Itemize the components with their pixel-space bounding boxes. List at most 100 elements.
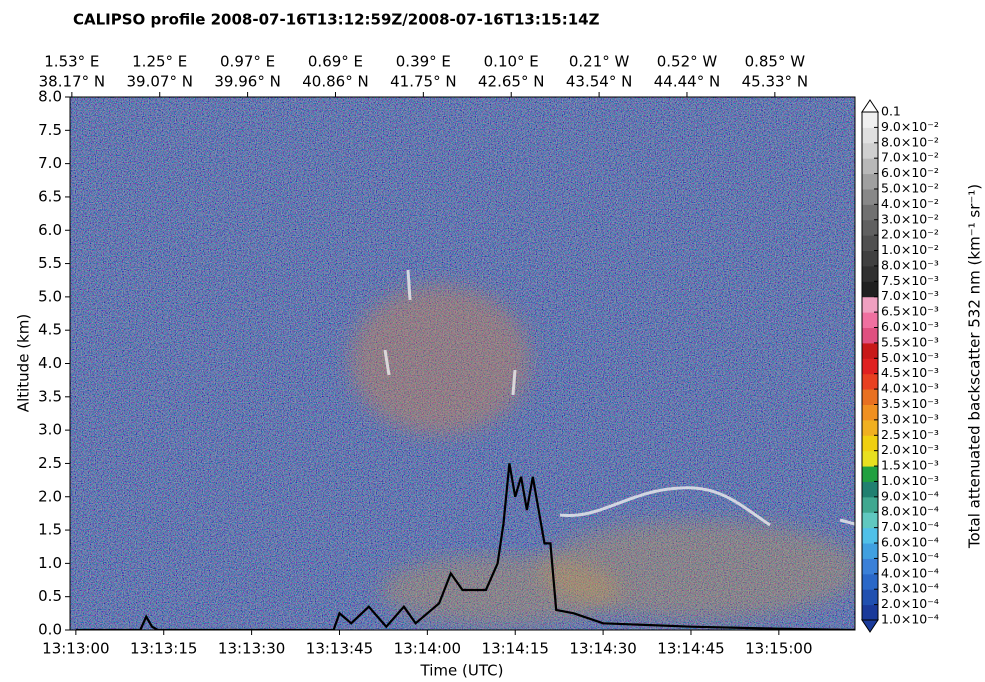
colorbar-segment (862, 281, 878, 298)
x-tick-label: 13:13:45 (306, 640, 373, 658)
colorbar-tick-label: 3.0×10⁻² (881, 211, 939, 226)
colorbar-segment (862, 419, 878, 436)
top-lon-label: 1.53° E (44, 53, 99, 71)
colorbar-segment (862, 481, 878, 498)
colorbar-segment (862, 543, 878, 559)
colorbar-tick-label: 8.0×10⁻⁴ (881, 504, 939, 519)
colorbar-tick-label: 4.0×10⁻³ (881, 381, 939, 396)
colorbar-tick-label: 9.0×10⁻⁴ (881, 488, 939, 503)
colorbar-segment (862, 342, 878, 359)
y-tick-label: 5.5 (38, 254, 62, 272)
colorbar-tick-label: 6.5×10⁻³ (881, 304, 939, 319)
colorbar-segment (862, 358, 878, 375)
colorbar-label: Total attenuated backscatter 532 nm (km⁻… (966, 184, 984, 549)
colorbar-segment (862, 158, 878, 175)
x-tick-label: 13:13:30 (218, 640, 285, 658)
colorbar-tick-label: 0.1 (881, 104, 901, 119)
colorbar-segment (862, 466, 878, 482)
colorbar-segment (862, 127, 878, 144)
y-tick-label: 4.0 (38, 354, 62, 372)
colorbar-segment (862, 589, 878, 606)
top-lat-label: 41.75° N (390, 73, 456, 91)
y-tick-label: 3.5 (38, 387, 62, 405)
chart-title: CALIPSO profile 2008-07-16T13:12:59Z/200… (73, 11, 600, 29)
top-lat-label: 45.33° N (742, 73, 808, 91)
top-lon-label: 0.69° E (308, 53, 363, 71)
colorbar-tick-label: 4.0×10⁻⁴ (881, 565, 939, 580)
top-lat-label: 38.17° N (39, 73, 105, 91)
colorbar-tick-label: 9.0×10⁻² (881, 119, 939, 134)
y-tick-label: 1.5 (38, 521, 62, 539)
top-lat-label: 39.07° N (127, 73, 193, 91)
colorbar-tick-label: 5.5×10⁻³ (881, 334, 939, 349)
colorbar-extend-high (861, 99, 879, 113)
colorbar-segment (862, 265, 878, 282)
colorbar-segment (862, 573, 878, 590)
y-tick-label: 7.0 (38, 154, 62, 172)
colorbar-segment (862, 604, 878, 621)
colorbar-tick-label: 6.0×10⁻² (881, 165, 939, 180)
top-lon-label: 0.39° E (396, 53, 451, 71)
colorbar-tick-label: 4.0×10⁻² (881, 196, 939, 211)
top-lat-label: 43.54° N (566, 73, 632, 91)
top-lon-label: 0.10° E (484, 53, 539, 71)
y-tick-label: 2.0 (38, 487, 62, 505)
top-lat-label: 42.65° N (478, 73, 544, 91)
colorbar-tick-label: 1.0×10⁻² (881, 242, 939, 257)
y-tick-label: 3.0 (38, 421, 62, 439)
colorbar-tick-label: 3.5×10⁻³ (881, 396, 939, 411)
top-lon-label: 0.97° E (220, 53, 275, 71)
colorbar-segment (862, 219, 878, 236)
colorbar-tick-label: 5.0×10⁻⁴ (881, 550, 939, 565)
colorbar-tick-label: 2.5×10⁻³ (881, 427, 939, 442)
colorbar-segment (862, 496, 878, 513)
top-lon-label: 0.85° W (745, 53, 806, 71)
colorbar-tick-label: 2.0×10⁻² (881, 227, 939, 242)
y-tick-label: 6.0 (38, 221, 62, 239)
colorbar-segment (862, 312, 878, 329)
curtain-background (70, 97, 855, 630)
colorbar-segment (862, 558, 878, 575)
y-tick-label: 5.0 (38, 287, 62, 305)
colorbar: 1.0×10⁻⁴2.0×10⁻⁴3.0×10⁻⁴4.0×10⁻⁴5.0×10⁻⁴… (861, 99, 939, 633)
colorbar-segment (862, 435, 878, 452)
colorbar-segment (862, 512, 878, 529)
x-tick-label: 13:15:00 (745, 640, 812, 658)
x-tick-label: 13:13:00 (42, 640, 109, 658)
colorbar-tick-label: 2.0×10⁻³ (881, 442, 939, 457)
colorbar-tick-label: 1.0×10⁻³ (881, 473, 939, 488)
colorbar-segment (862, 235, 878, 252)
colorbar-segment (862, 373, 878, 390)
top-lon-label: 1.25° E (132, 53, 187, 71)
colorbar-tick-label: 1.5×10⁻³ (881, 458, 939, 473)
y-tick-label: 7.5 (38, 121, 62, 139)
colorbar-tick-label: 8.0×10⁻² (881, 134, 939, 149)
colorbar-tick-label: 2.0×10⁻⁴ (881, 596, 939, 611)
x-tick-label: 13:14:30 (569, 640, 636, 658)
colorbar-tick-label: 8.0×10⁻³ (881, 257, 939, 272)
colorbar-segment (862, 527, 878, 544)
surface-line (75, 463, 855, 630)
colorbar-segment (862, 142, 878, 159)
colorbar-tick-label: 7.5×10⁻³ (881, 273, 939, 288)
x-axis-label: Time (UTC) (420, 662, 504, 680)
x-tick-label: 13:14:45 (657, 640, 724, 658)
colorbar-segment (862, 404, 878, 421)
top-lat-label: 44.44° N (654, 73, 720, 91)
colorbar-segment (862, 250, 878, 267)
colorbar-tick-label: 6.0×10⁻⁴ (881, 535, 939, 550)
colorbar-segment (862, 188, 878, 205)
colorbar-tick-label: 4.5×10⁻³ (881, 365, 939, 380)
colorbar-tick-label: 7.0×10⁻² (881, 150, 939, 165)
colorbar-frame (861, 111, 879, 621)
colorbar-segment (862, 204, 878, 221)
y-tick-label: 2.5 (38, 454, 62, 472)
y-tick-label: 8.0 (38, 88, 62, 106)
colorbar-segment (862, 389, 878, 405)
top-lat-label: 40.86° N (302, 73, 368, 91)
y-tick-label: 4.5 (38, 321, 62, 339)
top-lon-label: 0.21° W (569, 53, 630, 71)
y-axis-label: Altitude (km) (15, 314, 33, 412)
colorbar-segment (862, 450, 878, 467)
